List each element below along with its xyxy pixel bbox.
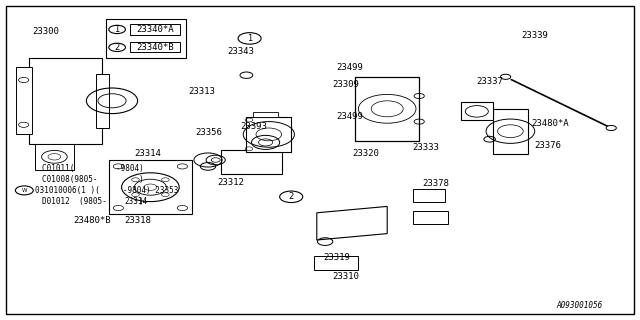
Bar: [106, 19, 186, 58]
Text: 23480*B: 23480*B: [74, 216, 111, 225]
Text: 1: 1: [247, 34, 252, 43]
Text: 23314: 23314: [134, 149, 161, 158]
Bar: [253, 112, 278, 117]
Bar: [130, 24, 180, 35]
Text: 23499: 23499: [336, 63, 363, 72]
Bar: [109, 160, 192, 214]
Text: 23378: 23378: [422, 180, 449, 188]
Text: 23376: 23376: [534, 141, 561, 150]
Bar: [493, 109, 528, 154]
Bar: [413, 189, 445, 202]
Bar: [413, 211, 448, 224]
Bar: [96, 74, 109, 128]
Text: W: W: [22, 188, 27, 193]
Bar: [355, 77, 419, 141]
Text: 23340*B: 23340*B: [136, 43, 173, 52]
Text: 23314: 23314: [125, 197, 148, 206]
Circle shape: [280, 191, 303, 203]
Circle shape: [238, 33, 261, 44]
Text: 23356: 23356: [195, 128, 222, 137]
Text: C01008(9805-         ): C01008(9805- ): [42, 175, 143, 184]
Circle shape: [606, 125, 616, 131]
Bar: [314, 256, 358, 270]
Bar: [29, 58, 102, 144]
Text: 23340*A: 23340*A: [136, 25, 173, 34]
Text: 23318: 23318: [125, 216, 152, 225]
Bar: [291, 22, 432, 259]
Text: 2: 2: [115, 43, 120, 52]
Bar: [246, 117, 291, 152]
Text: C01011(         -9804): C01011( -9804): [42, 164, 143, 172]
Bar: [35, 144, 74, 170]
Text: 23339: 23339: [522, 31, 548, 40]
Bar: [461, 102, 493, 120]
Bar: [130, 42, 180, 52]
Text: A093001056: A093001056: [557, 301, 603, 310]
Text: 23300: 23300: [32, 28, 59, 36]
Text: 23337: 23337: [477, 77, 504, 86]
Circle shape: [15, 186, 33, 195]
Text: 031010006(1 )(     -9804) 23353: 031010006(1 )( -9804) 23353: [35, 186, 179, 195]
Text: 23313: 23313: [189, 87, 216, 96]
Text: 23333: 23333: [413, 143, 440, 152]
Text: 23309: 23309: [333, 80, 360, 89]
Text: 23310: 23310: [333, 272, 360, 281]
Text: 23319: 23319: [323, 253, 350, 262]
Circle shape: [109, 25, 125, 34]
Text: 23343: 23343: [227, 47, 254, 56]
Text: 23499: 23499: [336, 112, 363, 121]
Text: 23312: 23312: [218, 178, 244, 187]
Bar: [16, 67, 32, 134]
Circle shape: [109, 43, 125, 52]
Text: 23393: 23393: [240, 122, 267, 131]
Text: 23320: 23320: [352, 149, 379, 158]
Text: 2: 2: [289, 192, 294, 201]
Text: D01012  (9805-       ): D01012 (9805- ): [42, 197, 143, 206]
Text: 23480*A: 23480*A: [531, 119, 569, 128]
Text: 1: 1: [115, 25, 120, 34]
